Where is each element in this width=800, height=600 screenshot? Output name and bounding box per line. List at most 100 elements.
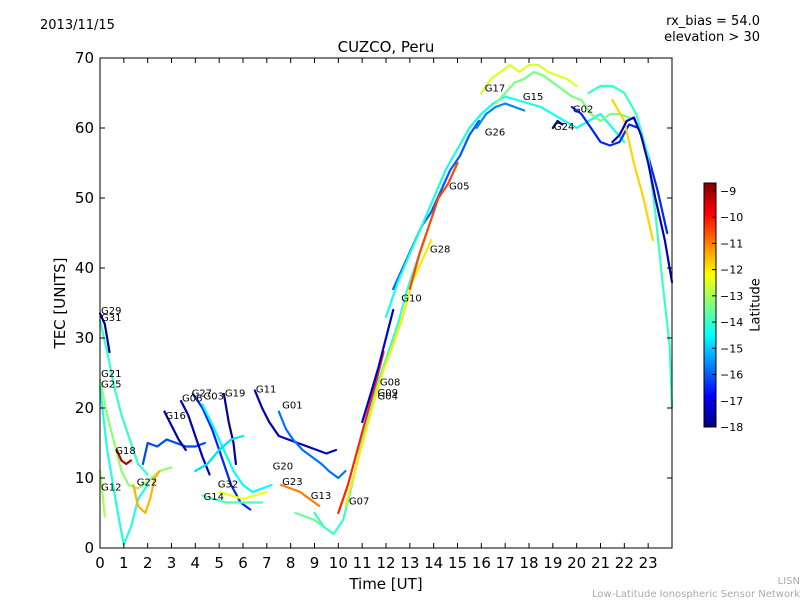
label-g11: G11 bbox=[256, 384, 276, 395]
series-g02 bbox=[570, 105, 669, 235]
x-tick-label: 21 bbox=[591, 554, 610, 572]
y-tick-label: 0 bbox=[84, 539, 94, 557]
label-g05: G05 bbox=[449, 181, 469, 192]
x-tick-label: 2 bbox=[143, 554, 153, 572]
label-g24: G24 bbox=[554, 122, 574, 133]
colorbar-tick-label: −12 bbox=[720, 264, 743, 277]
x-tick-label: 6 bbox=[238, 554, 248, 572]
y-ticks: 0 10 20 30 40 50 60 70 bbox=[75, 49, 672, 557]
x-tick-label: 0 bbox=[95, 554, 105, 572]
x-tick-label: 18 bbox=[519, 554, 538, 572]
x-tick-label: 3 bbox=[167, 554, 177, 572]
colorbar-tick-label: −15 bbox=[720, 342, 743, 355]
colorbar-tick-label: −17 bbox=[720, 395, 743, 408]
y-tick-label: 50 bbox=[75, 189, 94, 207]
series-g06 bbox=[179, 399, 211, 476]
x-tick-label: 9 bbox=[310, 554, 320, 572]
label-g31: G31 bbox=[101, 313, 121, 324]
label-g18: G18 bbox=[115, 446, 135, 457]
label-g17: G17 bbox=[485, 83, 505, 94]
x-tick-label: 8 bbox=[286, 554, 296, 572]
label-g29: G29 bbox=[101, 306, 121, 317]
x-tick-label: 14 bbox=[424, 554, 443, 572]
series-g05 bbox=[384, 95, 626, 319]
series-g24 bbox=[551, 119, 564, 130]
colorbar-tick-label: −16 bbox=[720, 369, 743, 382]
label-g01: G01 bbox=[282, 401, 302, 412]
x-tick-label: 5 bbox=[214, 554, 224, 572]
label-g26: G26 bbox=[485, 128, 505, 139]
series-g18 bbox=[115, 448, 133, 466]
series-g29 bbox=[98, 319, 149, 476]
series-g10 bbox=[163, 410, 187, 452]
x-tick-label: 23 bbox=[639, 554, 658, 572]
x-tick-label: 7 bbox=[262, 554, 272, 572]
y-tick-label: 20 bbox=[75, 399, 94, 417]
label-g06: G06 bbox=[182, 394, 202, 405]
label-g16: G16 bbox=[165, 411, 185, 422]
colorbar-tick-label: −14 bbox=[720, 316, 743, 329]
x-ticks: 0 1 2 3 4 5 6 7 8 9 10 11 12 13 14 15 16 17 18 19 20 21 22 23 bbox=[95, 58, 658, 572]
x-tick-label: 12 bbox=[376, 554, 395, 572]
colorbar-ticks: −9 −10 −11 −12 −13 −14 −15 −16 −17 −18 bbox=[712, 185, 743, 434]
label-g28: G28 bbox=[430, 244, 450, 255]
x-tick-label: 20 bbox=[567, 554, 586, 572]
series-g16 bbox=[141, 438, 206, 466]
x-tick-label: 19 bbox=[543, 554, 562, 572]
series-g23 bbox=[280, 483, 321, 508]
colorbar-tick-label: −18 bbox=[720, 421, 743, 434]
y-tick-label: 30 bbox=[75, 329, 94, 347]
x-tick-label: 13 bbox=[400, 554, 419, 572]
label-g02: G02 bbox=[573, 104, 593, 115]
label-g15: G15 bbox=[523, 92, 543, 103]
label-g25: G25 bbox=[101, 380, 121, 391]
series-g01 bbox=[277, 410, 347, 480]
y-tick-label: 40 bbox=[75, 259, 94, 277]
x-tick-label: 17 bbox=[496, 554, 515, 572]
elevation-text: elevation > 30 bbox=[664, 30, 760, 45]
series-g11 bbox=[253, 389, 338, 455]
y-tick-label: 70 bbox=[75, 49, 94, 67]
label-g27: G27 bbox=[192, 389, 212, 400]
date-label: 2013/11/15 bbox=[40, 18, 115, 33]
series-g22 bbox=[132, 469, 161, 515]
series-g13 bbox=[294, 511, 326, 529]
chart-title: CUZCO, Peru bbox=[337, 38, 435, 56]
label-g09: G09 bbox=[377, 388, 397, 399]
series-layer bbox=[98, 63, 674, 546]
x-tick-label: 22 bbox=[615, 554, 634, 572]
colorbar-tick-label: −10 bbox=[720, 211, 743, 224]
x-tick-label: 4 bbox=[191, 554, 201, 572]
y-tick-label: 10 bbox=[75, 469, 94, 487]
series-g14 bbox=[201, 494, 264, 504]
footer-network: Low-Latitude Ionospheric Sensor Network bbox=[592, 589, 800, 600]
series-g02b bbox=[587, 84, 674, 410]
series-g17 bbox=[480, 63, 578, 95]
label-g08: G08 bbox=[380, 377, 400, 388]
series-g24b bbox=[611, 116, 674, 284]
series-g08 bbox=[337, 350, 385, 515]
x-tick-label: 10 bbox=[329, 554, 348, 572]
label-g21: G21 bbox=[101, 369, 121, 380]
label-g32: G32 bbox=[218, 480, 238, 491]
series-g26 bbox=[475, 102, 526, 130]
label-g07: G07 bbox=[349, 496, 369, 507]
series-g32 bbox=[218, 490, 268, 501]
colorbar-tick-label: −11 bbox=[720, 237, 743, 250]
label-g20: G20 bbox=[273, 461, 293, 472]
series-g28 bbox=[408, 161, 459, 291]
annotation-block: rx_bias = 54.0 elevation > 30 bbox=[664, 14, 760, 46]
series-g31 bbox=[98, 312, 111, 354]
x-tick-label: 11 bbox=[353, 554, 372, 572]
label-g14: G14 bbox=[203, 492, 223, 503]
series-g17b bbox=[611, 98, 654, 242]
label-g19: G19 bbox=[225, 389, 245, 400]
label-g12: G12 bbox=[101, 482, 121, 493]
label-g03: G03 bbox=[203, 391, 223, 402]
colorbar-tick-label: −9 bbox=[720, 185, 736, 198]
x-axis-label: Time [UT] bbox=[349, 575, 423, 593]
plot-frame bbox=[99, 57, 673, 549]
label-g10: G10 bbox=[401, 293, 421, 304]
